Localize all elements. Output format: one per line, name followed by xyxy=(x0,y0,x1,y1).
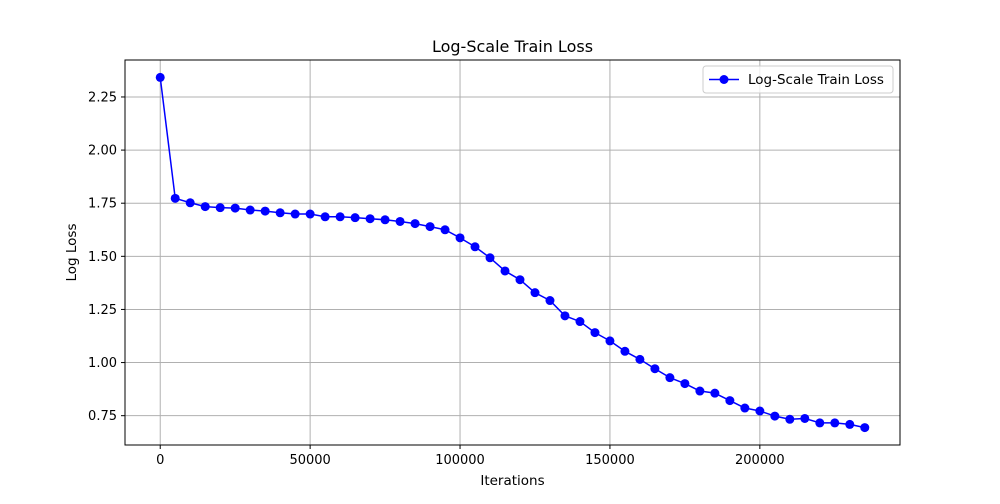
x-tick-label: 100000 xyxy=(435,453,485,468)
data-point xyxy=(230,203,240,213)
data-point xyxy=(860,423,870,433)
data-point xyxy=(440,225,450,235)
data-point xyxy=(665,373,675,383)
data-point xyxy=(845,419,855,429)
data-point xyxy=(695,386,705,396)
data-point xyxy=(215,203,225,213)
data-point xyxy=(785,414,795,424)
x-tick-label: 0 xyxy=(156,453,164,468)
data-point xyxy=(365,214,375,224)
plot-area-frame xyxy=(124,59,901,446)
x-axis-label: Iterations xyxy=(480,473,544,489)
data-point xyxy=(155,72,165,82)
x-tick-label: 50000 xyxy=(289,453,330,468)
data-point xyxy=(380,215,390,225)
data-point xyxy=(575,317,585,327)
data-point xyxy=(290,209,300,219)
y-tick-label: 1.25 xyxy=(88,303,117,318)
data-point xyxy=(530,288,540,298)
data-point xyxy=(335,212,345,222)
data-point xyxy=(470,242,480,252)
x-tick-label: 150000 xyxy=(585,453,635,468)
data-point xyxy=(425,222,435,232)
legend-box xyxy=(702,65,894,94)
data-point xyxy=(260,206,270,216)
grid-lines xyxy=(125,60,900,445)
y-tick-label: 2.25 xyxy=(88,90,117,105)
data-points xyxy=(155,72,870,433)
data-point xyxy=(755,406,765,416)
data-point xyxy=(605,336,615,346)
data-point xyxy=(560,311,570,321)
data-point xyxy=(650,364,660,374)
legend: Log-Scale Train Loss xyxy=(702,65,894,94)
y-tick-label: 1.00 xyxy=(88,356,117,371)
y-tick-label: 1.75 xyxy=(88,197,117,212)
y-tick-label: 0.75 xyxy=(88,409,117,424)
data-point xyxy=(320,212,330,222)
data-point xyxy=(455,233,465,243)
data-point xyxy=(710,388,720,398)
data-point xyxy=(740,403,750,413)
data-point xyxy=(245,205,255,215)
data-point xyxy=(275,208,285,218)
legend-marker-swatch xyxy=(719,75,729,84)
data-point xyxy=(800,413,810,423)
data-point xyxy=(635,354,645,364)
data-point xyxy=(815,418,825,428)
y-axis-label: Log Loss xyxy=(64,223,80,281)
axis-ticks: 0 50000 100000 150000 200000 0.75 1.00 1.25 1.50… xyxy=(88,90,785,468)
data-point xyxy=(170,193,180,203)
data-point xyxy=(620,346,630,356)
y-tick-label: 1.50 xyxy=(88,250,117,265)
y-tick-label: 2.00 xyxy=(88,144,117,159)
data-point xyxy=(770,411,780,421)
data-point xyxy=(485,253,495,263)
chart-title: Log-Scale Train Loss xyxy=(432,37,593,56)
data-point xyxy=(185,198,195,208)
data-point xyxy=(500,266,510,276)
x-tick-label: 200000 xyxy=(735,453,785,468)
data-point xyxy=(350,213,360,223)
data-point xyxy=(200,202,210,212)
data-point xyxy=(725,396,735,406)
data-point xyxy=(590,328,600,338)
data-point xyxy=(830,418,840,428)
data-point xyxy=(680,379,690,389)
legend-label: Log-Scale Train Loss xyxy=(748,72,884,88)
data-point xyxy=(305,209,315,219)
data-point xyxy=(515,275,525,285)
data-point xyxy=(545,296,555,306)
data-point xyxy=(395,216,405,226)
data-point xyxy=(410,219,420,229)
